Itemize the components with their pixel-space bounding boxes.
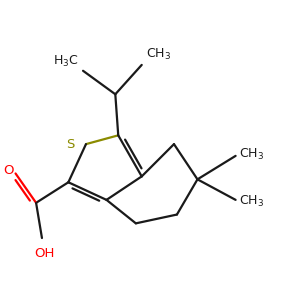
- Text: CH$_3$: CH$_3$: [146, 47, 171, 62]
- Text: H$_3$C: H$_3$C: [53, 54, 79, 69]
- Text: CH$_3$: CH$_3$: [238, 194, 264, 209]
- Text: CH$_3$: CH$_3$: [238, 147, 264, 162]
- Text: OH: OH: [35, 247, 55, 260]
- Text: O: O: [3, 164, 13, 177]
- Text: S: S: [66, 138, 74, 151]
